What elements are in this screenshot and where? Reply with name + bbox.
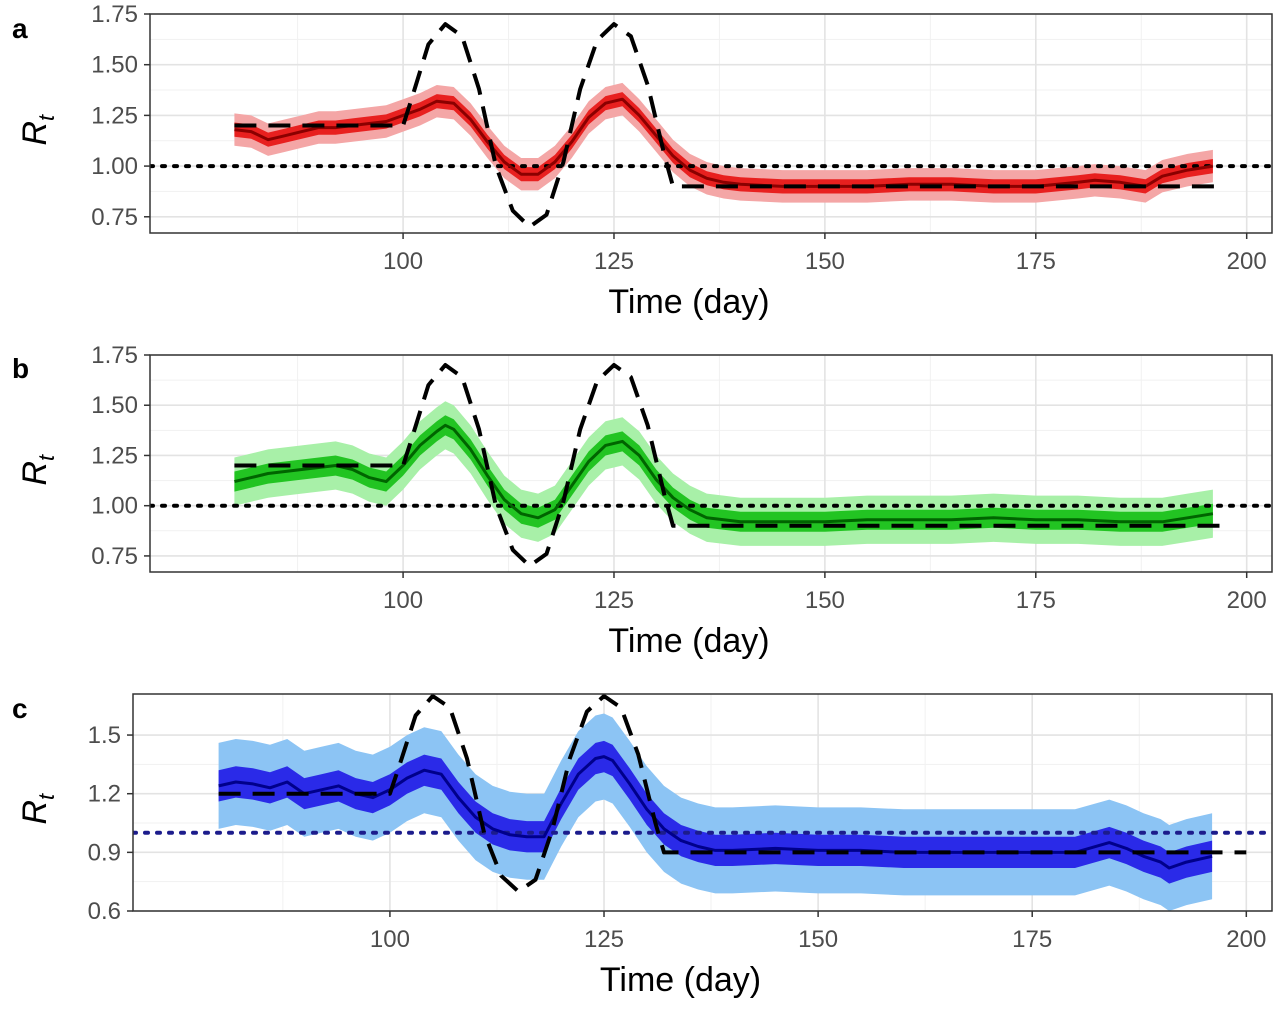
estimate-line xyxy=(234,423,1214,524)
y-axis-title: Rt xyxy=(16,454,59,486)
y-tick-label: 1.5 xyxy=(88,722,121,749)
y-axis-title: Rt xyxy=(16,793,59,825)
panel-letter: b xyxy=(12,353,29,384)
panel-border xyxy=(132,693,1273,912)
panel-letter: c xyxy=(12,693,28,724)
x-tick-label: 200 xyxy=(1227,248,1267,275)
outer-credible-band xyxy=(234,82,1213,203)
x-tick-label: 175 xyxy=(1012,926,1052,953)
panel-border xyxy=(149,354,1273,573)
x-tick-label: 100 xyxy=(383,248,423,275)
panel-b: 100 125 150 175 200 0.75 1.00 1.25 1.50 1.75 Time … xyxy=(12,342,1273,660)
x-tick-label: 150 xyxy=(798,926,838,953)
y-tick-label: 0.75 xyxy=(91,543,138,570)
y-axis-title-subscript: t xyxy=(34,454,59,461)
x-tick-label: 150 xyxy=(805,587,845,614)
x-axis-title: Time (day) xyxy=(608,622,769,660)
panel-letter: a xyxy=(12,13,28,44)
y-tick-label: 0.75 xyxy=(91,204,138,231)
true-rt-line xyxy=(234,363,1222,568)
panel-c: 100 125 150 175 200 0.6 0.9 1.2 1.5 Time (day) Rt c xyxy=(12,693,1273,999)
y-tick-label: 0.6 xyxy=(88,898,121,925)
panel-border xyxy=(149,13,1273,234)
y-tick-label: 0.9 xyxy=(88,839,121,866)
y-axis-title-main: R xyxy=(16,461,54,486)
y-axis-title-subscript: t xyxy=(34,793,59,800)
y-tick-label: 1.2 xyxy=(88,781,121,808)
x-tick-label: 100 xyxy=(370,926,410,953)
y-tick-label: 1.00 xyxy=(91,493,138,520)
y-tick-label: 1.25 xyxy=(91,442,138,469)
y-axis-title-main: R xyxy=(16,800,54,825)
true-rt-line xyxy=(218,694,1247,894)
true-rt-line xyxy=(234,22,1222,229)
panel-a: 100 125 150 175 200 0.75 1.00 1.25 1.50 1.75 Time … xyxy=(12,1,1273,321)
y-tick-label: 1.25 xyxy=(91,102,138,129)
y-axis-title: Rt xyxy=(16,114,59,146)
x-tick-label: 175 xyxy=(1016,248,1056,275)
x-tick-label: 150 xyxy=(805,248,845,275)
x-tick-label: 100 xyxy=(383,587,423,614)
y-axis-title-main: R xyxy=(16,121,54,146)
plot-area xyxy=(150,401,1272,546)
y-tick-label: 1.75 xyxy=(91,1,138,28)
y-tick-label: 1.50 xyxy=(91,52,138,79)
y-tick-label: 1.75 xyxy=(91,342,138,369)
x-tick-label: 200 xyxy=(1227,587,1267,614)
x-axis-title: Time (day) xyxy=(608,283,769,321)
inner-credible-band xyxy=(218,740,1213,884)
y-axis-title-subscript: t xyxy=(34,114,59,121)
x-tick-label: 125 xyxy=(594,587,634,614)
y-tick-label: 1.50 xyxy=(91,392,138,419)
y-tick-label: 1.00 xyxy=(91,153,138,180)
x-tick-label: 200 xyxy=(1226,926,1266,953)
x-tick-label: 125 xyxy=(594,248,634,275)
x-tick-label: 125 xyxy=(584,926,624,953)
x-axis-title: Time (day) xyxy=(600,961,761,999)
x-tick-label: 175 xyxy=(1016,587,1056,614)
